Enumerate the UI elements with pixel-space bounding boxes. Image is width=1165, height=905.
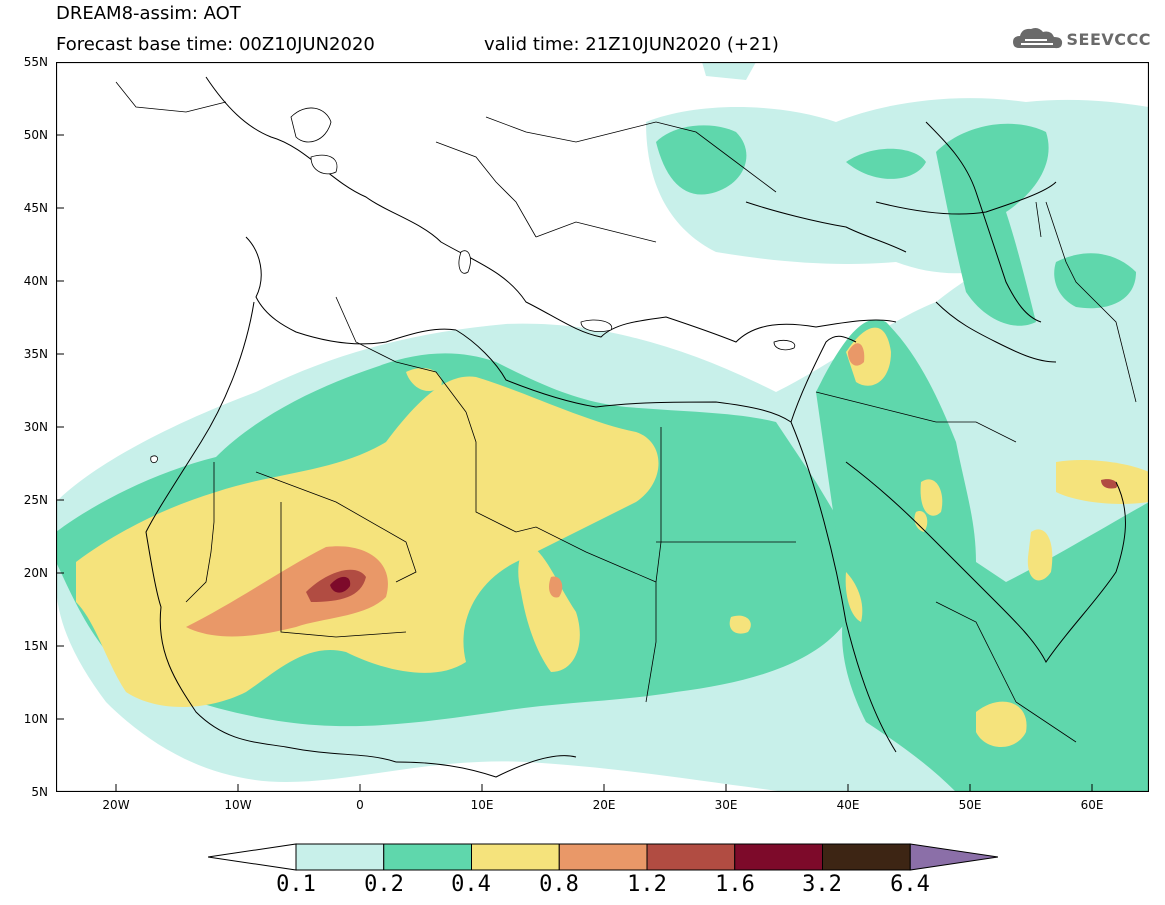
colorbar-swatch	[383, 843, 472, 871]
colorbar-label: 0.8	[539, 872, 579, 897]
colorbar-swatch	[471, 843, 560, 871]
country-borders	[115, 81, 1137, 743]
aot-band-0.8	[186, 343, 865, 637]
valid-time: valid time: 21Z10JUN2020 (+21)	[484, 34, 779, 55]
lon-tick: 60E	[1080, 798, 1104, 812]
colorbar-swatch	[822, 843, 911, 871]
map-frame	[56, 62, 1149, 792]
lon-tick: 0	[356, 798, 364, 812]
colorbar-label: 3.2	[802, 872, 842, 897]
logo-text: SEEVCCC	[1066, 29, 1151, 49]
lon-tick: 30E	[714, 798, 738, 812]
colorbar-swatch	[646, 843, 736, 871]
lat-tick: 45N	[23, 201, 48, 215]
lat-tick: 40N	[23, 274, 48, 288]
cloud-logo-icon	[1012, 28, 1062, 49]
aot-map	[56, 62, 1149, 792]
colorbar-swatch	[295, 843, 385, 871]
islands	[150, 107, 796, 464]
lat-tick: 35N	[23, 347, 48, 361]
colorbar-label: 0.4	[451, 872, 491, 897]
lat-tick: 50N	[23, 128, 48, 142]
lon-tick: 10W	[224, 798, 252, 812]
colorbar-label: 0.1	[276, 872, 316, 897]
lon-tick: 40E	[836, 798, 860, 812]
colorbar-low-arrow	[208, 843, 297, 871]
lat-tick: 55N	[23, 55, 48, 69]
lat-tick: 20N	[23, 566, 48, 580]
colorbar-label: 6.4	[890, 872, 930, 897]
lat-tick: 10N	[23, 712, 48, 726]
colorbar-swatch	[558, 843, 648, 871]
lon-tick: 50E	[958, 798, 982, 812]
lon-tick: 20W	[102, 798, 130, 812]
colorbar	[208, 843, 998, 871]
colorbar-swatch	[734, 843, 823, 871]
map-title: DREAM8-assim: AOT	[56, 3, 241, 24]
lat-tick: 5N	[31, 785, 48, 799]
colorbar-label: 1.2	[627, 872, 667, 897]
lon-tick: 20E	[592, 798, 616, 812]
colorbar-high-arrow	[909, 843, 998, 871]
lat-tick: 15N	[23, 639, 48, 653]
colorbar-label: 1.6	[715, 872, 755, 897]
colorbar-label: 0.2	[364, 872, 404, 897]
forecast-base-time: Forecast base time: 00Z10JUN2020	[56, 34, 375, 55]
lat-tick: 25N	[23, 493, 48, 507]
frame-ticks	[56, 62, 1093, 792]
lat-tick: 30N	[23, 420, 48, 434]
seevccc-logo: SEEVCCC	[1012, 26, 1152, 52]
aot-band-1.6	[330, 576, 351, 593]
lon-tick: 10E	[470, 798, 494, 812]
